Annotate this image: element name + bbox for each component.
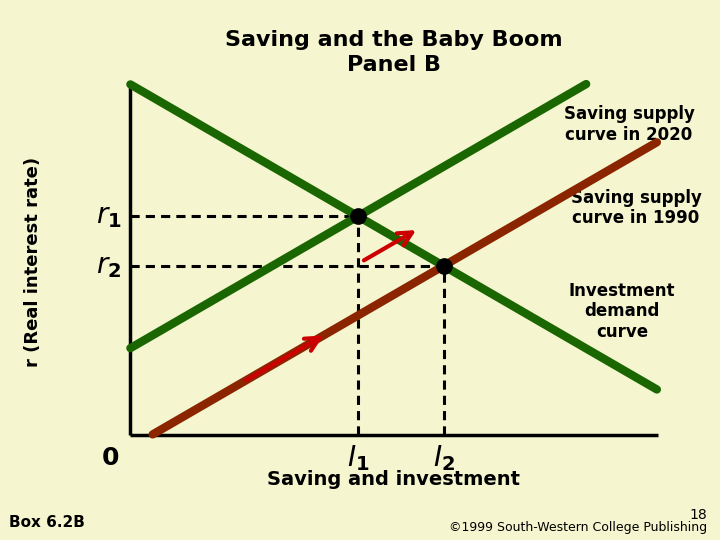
Text: ©1999 South-Western College Publishing: ©1999 South-Western College Publishing	[449, 522, 708, 535]
Text: Saving and the Baby Boom: Saving and the Baby Boom	[225, 30, 562, 50]
Text: Saving supply
curve in 2020: Saving supply curve in 2020	[564, 105, 694, 144]
Text: 18: 18	[690, 508, 708, 522]
Text: $\mathbf{\mathit{I}_1}$: $\mathbf{\mathit{I}_1}$	[347, 443, 369, 474]
Text: Box 6.2B: Box 6.2B	[9, 515, 84, 530]
Text: $\mathbf{\mathit{r}_2}$: $\mathbf{\mathit{r}_2}$	[96, 252, 121, 280]
Text: Panel B: Panel B	[346, 55, 441, 75]
Text: Saving and investment: Saving and investment	[267, 470, 520, 489]
Text: $\mathbf{\mathit{r}_1}$: $\mathbf{\mathit{r}_1}$	[96, 202, 121, 230]
Text: 0: 0	[102, 446, 119, 470]
Text: Saving supply
curve in 1990: Saving supply curve in 1990	[571, 188, 701, 227]
Text: $\mathbf{\mathit{I}_2}$: $\mathbf{\mathit{I}_2}$	[433, 443, 454, 474]
Text: Investment
demand
curve: Investment demand curve	[569, 281, 675, 341]
Text: r (Real interest rate): r (Real interest rate)	[24, 157, 42, 367]
